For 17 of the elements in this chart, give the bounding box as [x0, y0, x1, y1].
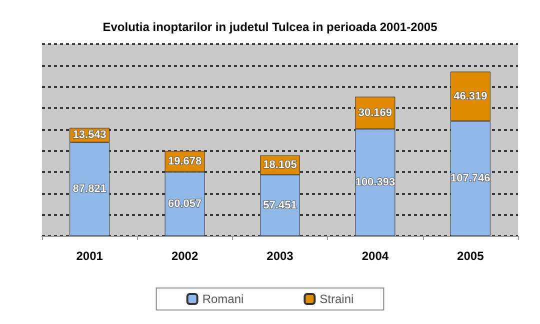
- data-label: 60.057: [168, 198, 202, 210]
- x-tick-label: 2003: [266, 249, 294, 263]
- data-label: 107.746: [450, 172, 490, 185]
- legend-label: Straini: [320, 292, 354, 306]
- x-tick-label: 2002: [171, 249, 198, 263]
- x-tick-label: 2001: [76, 249, 104, 263]
- data-label: 46.319: [454, 90, 488, 102]
- chart-title: Evolutia inoptarilor in judetul Tulcea in perioada 2001-2005: [102, 20, 438, 34]
- x-tick-label: 2004: [362, 249, 389, 263]
- data-label: 30.169: [358, 106, 392, 119]
- legend-label: Romani: [202, 292, 244, 306]
- data-label: 57.451: [263, 199, 297, 212]
- data-label: 18.105: [263, 159, 297, 172]
- data-label: 87.821: [72, 183, 106, 196]
- x-tick-label: 2005: [457, 249, 484, 263]
- data-label: 19.678: [168, 155, 202, 168]
- data-label: 13.543: [72, 129, 106, 142]
